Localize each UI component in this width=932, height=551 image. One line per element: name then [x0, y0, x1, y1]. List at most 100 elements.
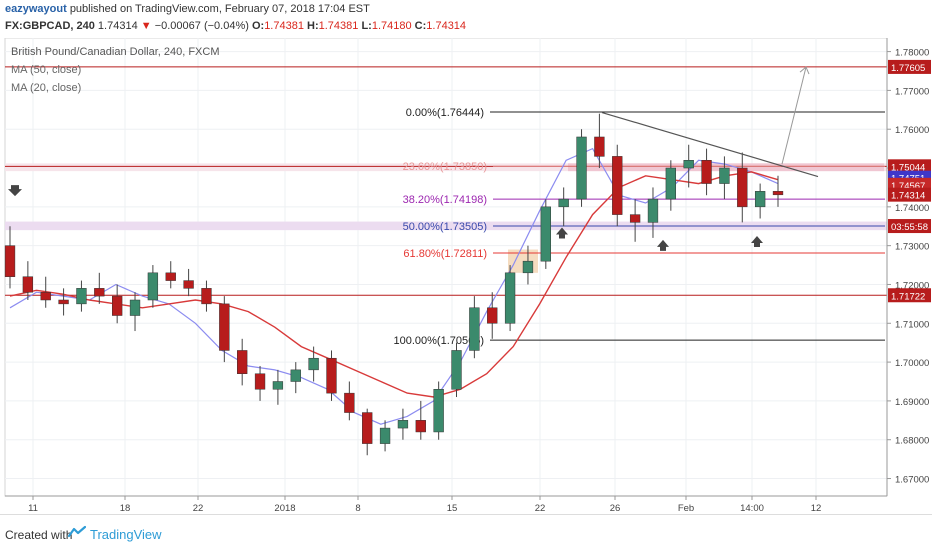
down-arrow-icon	[8, 185, 22, 197]
drawings[interactable]	[8, 66, 819, 251]
x-tick-label: 11	[28, 503, 38, 514]
projection-arrow-line	[781, 66, 807, 165]
candle-body	[219, 303, 230, 351]
candle-body	[397, 420, 409, 429]
candle-body	[451, 350, 462, 390]
candle-body	[683, 160, 694, 169]
price-label-bg	[888, 288, 931, 303]
published-text: published on TradingView.com, February 0…	[69, 3, 370, 15]
tradingview-brand[interactable]: TradingView	[90, 527, 162, 542]
low-label: L:	[361, 20, 372, 32]
candle-body	[504, 272, 516, 324]
candle-body	[522, 260, 534, 274]
candle-body	[558, 198, 569, 208]
y-tick-label: 1.67000	[895, 475, 929, 486]
x-tick-label: 15	[447, 503, 458, 514]
y-tick-label: 1.76000	[895, 125, 929, 136]
x-tick-label: 22	[535, 503, 546, 514]
price-label-text: 1.74314	[891, 191, 925, 202]
change-value: −0.00067 (−0.04%)	[154, 20, 249, 32]
legend: British Pound/Canadian Dollar, 240, FXCM…	[11, 46, 220, 94]
x-tick-label: Feb	[678, 503, 694, 514]
candle-body	[344, 392, 355, 413]
candle-body	[272, 381, 284, 390]
legend-instrument: British Pound/Canadian Dollar, 240, FXCM	[11, 46, 220, 58]
footer: Created with TradingView	[0, 514, 932, 551]
candle-body	[183, 280, 194, 289]
candle-body	[487, 307, 498, 324]
candle-body	[76, 288, 87, 305]
created-with-text: Created with	[5, 528, 73, 542]
candle-body	[290, 369, 301, 382]
y-tick-label: 1.77000	[895, 86, 929, 97]
candle-body	[772, 191, 784, 196]
chart-header: eazywayout published on TradingView.com,…	[0, 0, 932, 38]
fibonacci-retracement[interactable]: 0.00%(1.76444) 23.60%(1.73850) 38.20%(1.74…	[393, 107, 885, 347]
candle-body	[4, 245, 16, 277]
descending-trendline	[601, 111, 819, 178]
candle-body	[94, 288, 105, 297]
y-tick-label: 1.78000	[895, 48, 929, 59]
y-tick-label: 1.71000	[895, 319, 929, 330]
open-label: O:	[251, 20, 265, 32]
up-arrow-icon	[751, 236, 763, 248]
ohlc-line: FX:GBPCAD, 240 1.74314 ▼ −0.00067 (−0.04…	[5, 20, 466, 32]
close-value: 1.74314	[426, 20, 467, 32]
close-label: C:	[414, 20, 427, 32]
candle-body	[433, 389, 444, 433]
candle-body	[129, 299, 141, 316]
author-link[interactable]: eazywayout	[5, 3, 67, 15]
price-label-text: 1.74567	[891, 181, 925, 192]
y-tick-label: 1.72000	[895, 280, 929, 291]
x-tick-label: 14:00	[740, 503, 764, 514]
candle-body	[754, 191, 766, 208]
tradingview-logo-icon	[68, 525, 86, 538]
x-tick-label: 26	[610, 503, 621, 514]
candle-body	[701, 160, 712, 184]
price-label-bg	[888, 219, 931, 234]
fib-level-label: 50.00%(1.73505)	[403, 221, 487, 233]
fib-level-label: 100.00%(1.70566)	[393, 335, 484, 347]
candle-body	[308, 357, 319, 371]
price-axis[interactable]: 1.780001.770001.760001.750001.740001.730…	[886, 38, 931, 496]
candle-body	[719, 167, 730, 184]
candle-body	[58, 299, 69, 305]
fib-level-label: 0.00%(1.76444)	[406, 107, 484, 119]
price-label-text: 1.77605	[891, 63, 925, 74]
candle-body	[22, 276, 34, 293]
high-value: 1.74381	[318, 20, 359, 32]
price-label-bg	[888, 187, 931, 202]
candle-body	[165, 272, 176, 281]
x-tick-label: 22	[193, 503, 204, 514]
support-zone	[5, 221, 887, 231]
x-tick-label: 12	[811, 503, 822, 514]
candle-body	[40, 291, 51, 301]
candle-body	[201, 288, 212, 305]
x-tick-label: 8	[355, 503, 360, 514]
candle-body	[576, 136, 587, 200]
price-label-text: 03:55:58	[891, 222, 928, 233]
candle-body	[379, 427, 391, 444]
y-tick-label: 1.68000	[895, 436, 929, 447]
candle-body	[254, 373, 266, 390]
grid	[5, 38, 887, 496]
candle-body	[469, 307, 480, 351]
fib-level-label: 38.20%(1.74198)	[403, 194, 487, 206]
price-label-bg	[888, 59, 931, 74]
price-label-text: 1.75044	[891, 162, 925, 173]
up-arrow-icon	[556, 227, 568, 239]
time-axis[interactable]: 11 18 22 2018 8 15 22 26 Feb 14:00 12	[5, 495, 887, 514]
candle-body	[540, 206, 551, 262]
low-value: 1.74180	[371, 20, 412, 32]
candle-body	[594, 136, 605, 157]
change-down-icon: ▼	[140, 20, 152, 32]
fib-level-label: 23.60%(1.73850)	[403, 161, 487, 173]
candle-body	[147, 272, 159, 301]
candle-body	[647, 198, 659, 223]
high-label: H:	[307, 20, 319, 32]
y-tick-label: 1.69000	[895, 397, 929, 408]
open-value: 1.74381	[264, 20, 304, 32]
price-chart[interactable]: 0.00%(1.76444) 23.60%(1.73850) 38.20%(1.74…	[0, 38, 932, 514]
up-arrow-icon	[657, 239, 669, 251]
symbol-label: FX:GBPCAD, 240	[5, 20, 95, 32]
